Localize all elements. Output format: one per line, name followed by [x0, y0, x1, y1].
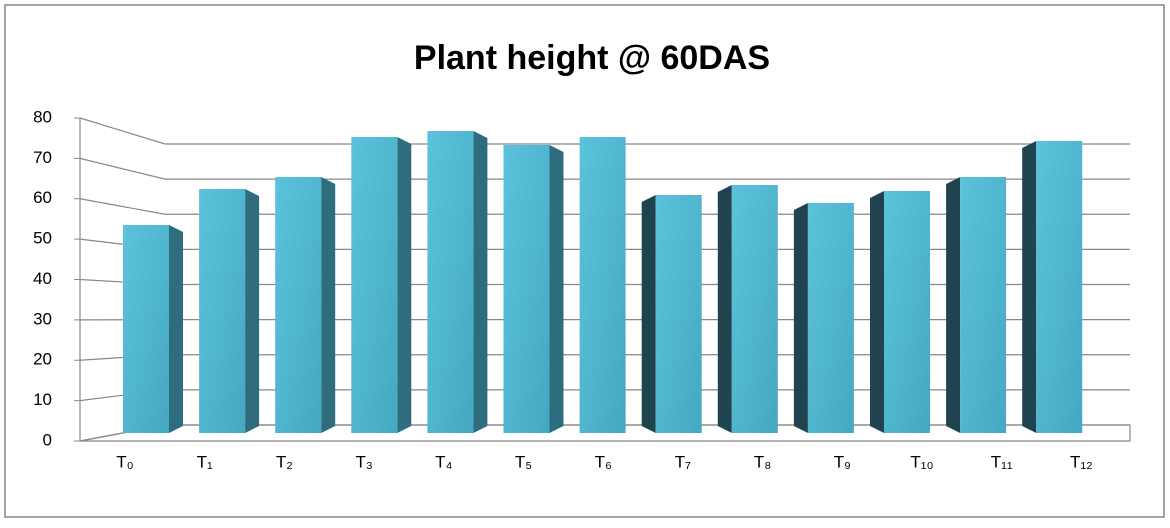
y-tick-label: 0: [43, 430, 52, 449]
bar: [870, 191, 930, 433]
bar: [794, 203, 854, 433]
y-tick-label: 60: [33, 188, 52, 207]
bar: [946, 177, 1006, 433]
x-tick-label: T₁: [197, 452, 213, 471]
y-tick-label: 50: [33, 229, 52, 248]
x-tick-label: T₁₀: [910, 452, 933, 471]
y-tick-label: 70: [33, 148, 52, 167]
x-tick-label: T₄: [435, 452, 452, 471]
y-tick-label: 80: [33, 107, 52, 126]
bar: [580, 137, 626, 433]
y-tick-label: 20: [33, 350, 52, 369]
bar: [504, 145, 564, 433]
chart-title: Plant height @ 60DAS: [414, 39, 770, 77]
x-tick-label: T₁₁: [991, 452, 1013, 471]
bar: [718, 185, 778, 433]
bar: [1022, 141, 1082, 433]
y-tick-label: 30: [33, 309, 52, 328]
x-tick-label: T₀: [116, 452, 133, 471]
x-tick-label: T₈: [754, 452, 771, 471]
x-tick-label: T₇: [675, 452, 691, 471]
bar: [199, 189, 259, 433]
x-tick-label: T₁₂: [1070, 452, 1093, 471]
bar: [427, 131, 487, 433]
x-tick-label: T₂: [276, 452, 293, 471]
bar: [642, 195, 702, 433]
bar: [123, 225, 183, 433]
y-tick-label: 10: [33, 390, 52, 409]
x-tick-label: T₆: [595, 452, 612, 471]
bar: [275, 177, 335, 433]
x-tick-label: T₉: [834, 452, 851, 471]
y-tick-label: 40: [33, 269, 52, 288]
x-tick-label: T₃: [355, 452, 372, 471]
bar: [351, 137, 411, 433]
x-tick-label: T₅: [515, 452, 532, 471]
